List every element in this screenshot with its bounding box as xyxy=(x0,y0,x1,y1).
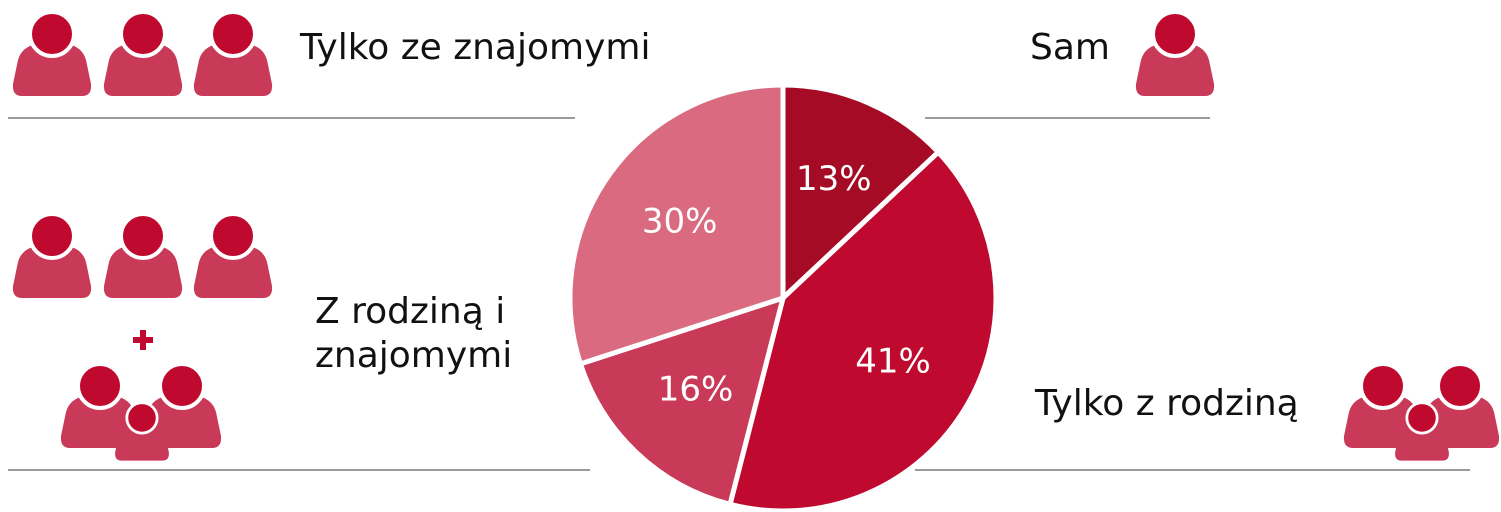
category-label: Z rodziną i znajomymi xyxy=(315,291,513,376)
category-label: Sam xyxy=(1030,27,1110,68)
pie-slice xyxy=(726,148,999,512)
value-label: 16% xyxy=(658,370,734,410)
value-label: 41% xyxy=(855,342,931,382)
pie-slice xyxy=(780,82,942,304)
value-label: 13% xyxy=(796,159,872,199)
category-label: Tylko z rodziną xyxy=(1035,383,1299,424)
separator-lines xyxy=(8,117,1470,471)
pie-slice xyxy=(567,82,786,367)
icons xyxy=(12,10,1500,462)
category-label: Tylko ze znajomymi xyxy=(300,27,651,68)
value-label: 30% xyxy=(642,201,718,241)
